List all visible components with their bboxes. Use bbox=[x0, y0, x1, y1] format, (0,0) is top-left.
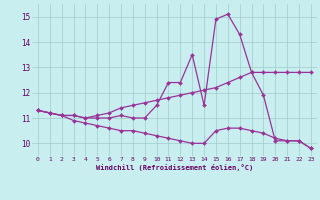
X-axis label: Windchill (Refroidissement éolien,°C): Windchill (Refroidissement éolien,°C) bbox=[96, 164, 253, 171]
